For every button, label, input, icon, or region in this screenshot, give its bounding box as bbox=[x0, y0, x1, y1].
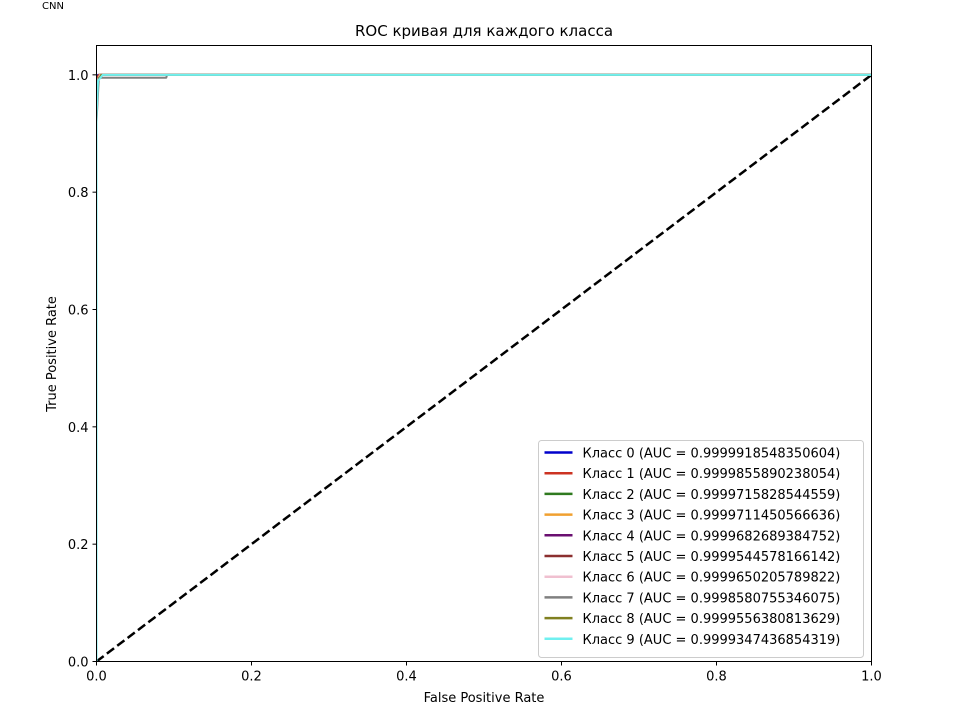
y-tick-label: 0.0 bbox=[68, 656, 89, 671]
x-tick-label: 0.0 bbox=[86, 670, 107, 685]
legend-entry-label: Класс 3 (AUC = 0.9999711450566636) bbox=[583, 509, 841, 524]
diagonal-reference-line bbox=[96, 73, 872, 662]
legend: Класс 0 (AUC = 0.9999918548350604) Класс … bbox=[538, 440, 864, 658]
y-tick-label: 1.0 bbox=[68, 69, 89, 84]
legend-entry-label: Класс 9 (AUC = 0.9999347436854319) bbox=[583, 633, 841, 648]
y-tick-label: 0.6 bbox=[68, 304, 89, 319]
x-tick-label: 0.4 bbox=[396, 670, 417, 685]
x-axis-label: False Positive Rate bbox=[424, 691, 545, 703]
axes-frame bbox=[96, 45, 872, 662]
legend-entry-label: Класс 2 (AUC = 0.9999715828544559) bbox=[583, 488, 841, 503]
legend-entry-label: Класс 8 (AUC = 0.9999556380813629) bbox=[583, 612, 841, 627]
roc-line-class-9 bbox=[96, 73, 872, 662]
figure-corner-label: CNN bbox=[42, 1, 64, 12]
legend-box bbox=[538, 440, 864, 658]
y-tick-label: 0.4 bbox=[68, 421, 89, 436]
legend-entry-label: Класс 4 (AUC = 0.9999682689384752) bbox=[583, 529, 841, 544]
x-tick-label: 0.2 bbox=[241, 670, 262, 685]
y-tick-label: 0.2 bbox=[68, 538, 89, 553]
y-axis-label: True Positive Rate bbox=[45, 296, 60, 413]
legend-entry-label: Класс 1 (AUC = 0.9999855890238054) bbox=[583, 467, 841, 482]
legend-entry-label: Класс 5 (AUC = 0.9999544578166142) bbox=[583, 550, 841, 565]
x-tick-label: 0.6 bbox=[551, 670, 572, 685]
x-tick-label: 0.8 bbox=[706, 670, 727, 685]
plot-area bbox=[96, 73, 872, 662]
legend-entry-label: Класс 0 (AUC = 0.9999918548350604) bbox=[583, 447, 841, 462]
axis-ticks: 0.0 0.2 0.4 0.6 0.8 1.0 0.0 0.2 0.4 0.6 0.8 1.0 bbox=[68, 69, 882, 685]
legend-entry-label: Класс 6 (AUC = 0.9999650205789822) bbox=[583, 571, 841, 586]
x-tick-label: 1.0 bbox=[861, 670, 882, 685]
chart-title: ROC кривая для каждого класса bbox=[355, 22, 613, 40]
y-tick-label: 0.8 bbox=[68, 186, 89, 201]
legend-entry-label: Класс 7 (AUC = 0.9998580755346075) bbox=[583, 591, 841, 606]
